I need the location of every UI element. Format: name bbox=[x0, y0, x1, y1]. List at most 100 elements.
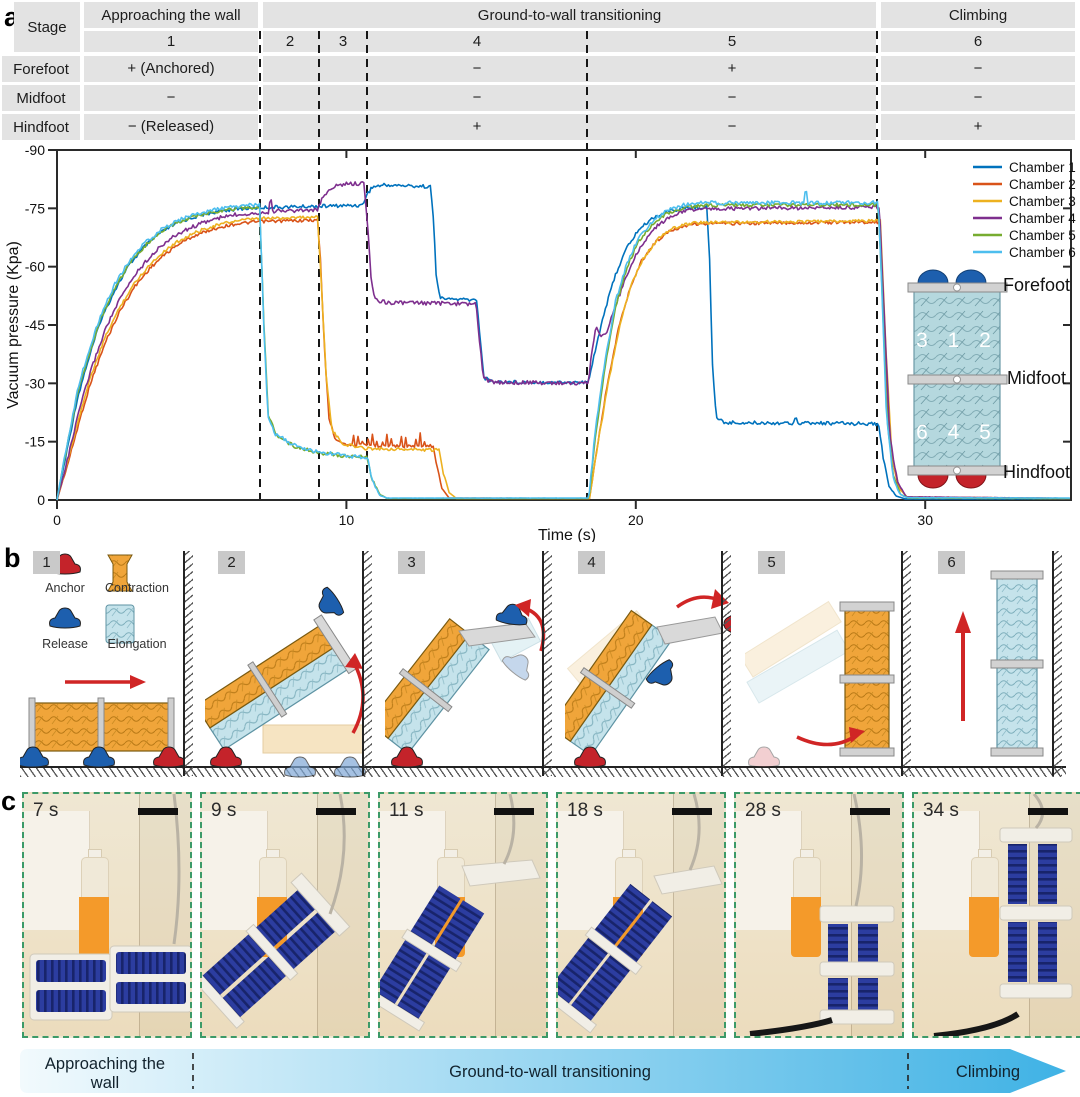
robot-photo-shape bbox=[380, 794, 541, 1032]
hindfoot-suction-cup-icon bbox=[955, 474, 987, 489]
y-tick-label: 0 bbox=[37, 492, 45, 508]
scale-bar bbox=[316, 808, 356, 815]
forefoot-suction-cup-icon bbox=[955, 269, 987, 284]
stage-number-4: 4 bbox=[472, 33, 482, 50]
stage-boundary-dashed-line bbox=[317, 31, 320, 500]
stage-boundary-dashed-line bbox=[586, 31, 589, 500]
top-plate bbox=[458, 622, 536, 647]
robot-photo-shape bbox=[558, 794, 723, 1034]
stage-number-3: 3 bbox=[338, 33, 348, 50]
panel-b-label: b bbox=[4, 543, 21, 573]
y-tick-label: -15 bbox=[25, 434, 45, 450]
inset-forefoot-label: Forefoot bbox=[1003, 275, 1070, 295]
forefoot-suction-cup-icon bbox=[917, 269, 949, 284]
legend-label: Chamber 2 bbox=[1009, 177, 1076, 192]
stage-number-6: 6 bbox=[973, 33, 983, 50]
row-label-midfoot: Midfoot bbox=[2, 85, 80, 111]
release-cup-icon bbox=[311, 585, 347, 624]
group-approaching: Approaching the wall bbox=[84, 2, 258, 28]
x-tick-label: 20 bbox=[628, 512, 644, 528]
hindfoot-stage4: + bbox=[472, 118, 482, 135]
midfoot-stage4: − bbox=[472, 89, 482, 106]
y-tick-label: -60 bbox=[25, 259, 45, 275]
stage-number-2: 2 bbox=[285, 33, 295, 50]
inset-midfoot-label: Midfoot bbox=[1007, 368, 1066, 388]
stage-1-drawing bbox=[17, 553, 185, 768]
wall-hatch bbox=[183, 551, 193, 776]
upper-chamber-numbers: 3 1 2 bbox=[916, 329, 998, 352]
schematic-stage-2: 2 bbox=[194, 545, 372, 780]
stage-badge-3: 3 bbox=[398, 551, 425, 574]
forefoot-stage6: − bbox=[973, 60, 983, 77]
anchor-cup-icon bbox=[210, 746, 242, 768]
stage-badge-2: 2 bbox=[218, 551, 245, 574]
wall-hatch bbox=[901, 551, 911, 776]
legend-label: Chamber 6 bbox=[1009, 245, 1076, 260]
legend-label: Chamber 1 bbox=[1009, 160, 1076, 175]
timeline-arrow bbox=[20, 1049, 1066, 1093]
timeline-approaching-label: Approaching the wall bbox=[44, 1055, 166, 1092]
series-chamber-6 bbox=[56, 190, 1071, 501]
anchor-label: Anchor bbox=[45, 581, 85, 595]
y-tick-label: -75 bbox=[25, 200, 45, 216]
scale-bar bbox=[672, 808, 712, 815]
contraction-label: Contraction bbox=[105, 581, 169, 595]
schematic-stage-1: 1 Anchor Contraction Release Elongation bbox=[17, 545, 193, 780]
stage-boundary-dashed-line bbox=[258, 31, 261, 500]
elongation-label: Elongation bbox=[107, 637, 167, 651]
stage-boundary-dashed-line bbox=[366, 31, 369, 500]
stage-badge-5: 5 bbox=[758, 551, 785, 574]
stage-badge-4: 4 bbox=[578, 551, 605, 574]
inset-hindfoot-label: Hindfoot bbox=[1003, 462, 1070, 482]
contraction-icon bbox=[107, 554, 133, 592]
wall-hatch bbox=[542, 551, 552, 776]
wall-hatch bbox=[1052, 551, 1062, 776]
snapshot-photo-3: 11 s bbox=[378, 792, 548, 1038]
legend-label: Chamber 4 bbox=[1009, 211, 1076, 226]
legend-label: Chamber 3 bbox=[1009, 194, 1076, 209]
forefoot-stage5: + bbox=[727, 60, 737, 77]
timestamp: 34 s bbox=[923, 800, 959, 821]
stage-badge-6: 6 bbox=[938, 551, 965, 574]
midfoot-stage1: − bbox=[166, 89, 176, 106]
group-climbing: Climbing bbox=[881, 2, 1075, 28]
scale-bar bbox=[494, 808, 534, 815]
hindfoot-stage5: − bbox=[727, 118, 737, 135]
y-tick-label: -45 bbox=[25, 317, 45, 333]
timestamp: 11 s bbox=[389, 800, 424, 821]
x-tick-label: 30 bbox=[917, 512, 933, 528]
stage-5-drawing bbox=[739, 590, 937, 768]
lower-chamber-numbers: 6 4 5 bbox=[916, 421, 998, 444]
legend-label: Chamber 5 bbox=[1009, 228, 1076, 243]
timestamp: 18 s bbox=[567, 800, 603, 821]
snapshot-photo-1: 7 s bbox=[22, 792, 192, 1038]
wall-hatch bbox=[362, 551, 372, 776]
robot-photo-shape bbox=[749, 794, 895, 1036]
hindfoot-stage1: − (Released) bbox=[127, 118, 215, 135]
timestamp: 28 s bbox=[745, 800, 781, 821]
elongation-icon bbox=[105, 604, 135, 644]
orange-bottle bbox=[78, 848, 109, 957]
midfoot-stage5: − bbox=[727, 89, 737, 106]
stage-header-cell: Stage bbox=[14, 2, 80, 52]
scale-bar bbox=[850, 808, 890, 815]
scale-bar bbox=[138, 808, 178, 815]
anchor-cup-icon bbox=[391, 746, 423, 768]
stage-number-band bbox=[263, 31, 876, 52]
series-chamber-4 bbox=[56, 181, 1071, 501]
schematic-stage-4: 4 bbox=[549, 545, 745, 780]
orange-bottle bbox=[968, 848, 999, 957]
row-label-forefoot: Forefoot bbox=[2, 56, 80, 82]
top-plate bbox=[656, 616, 724, 645]
timeline-transitioning-label: Ground-to-wall transitioning bbox=[449, 1063, 651, 1081]
stage-number-5: 5 bbox=[727, 33, 737, 50]
top-plate bbox=[313, 614, 357, 675]
hindfoot-stage6: + bbox=[973, 118, 983, 135]
stage-2-drawing bbox=[194, 585, 366, 778]
anchor-cup-icon bbox=[574, 746, 606, 768]
y-tick-label: -90 bbox=[25, 142, 45, 158]
wall-surface bbox=[495, 794, 546, 1036]
robot-photo-shape bbox=[202, 794, 351, 1030]
forefoot-stage4: − bbox=[472, 60, 482, 77]
